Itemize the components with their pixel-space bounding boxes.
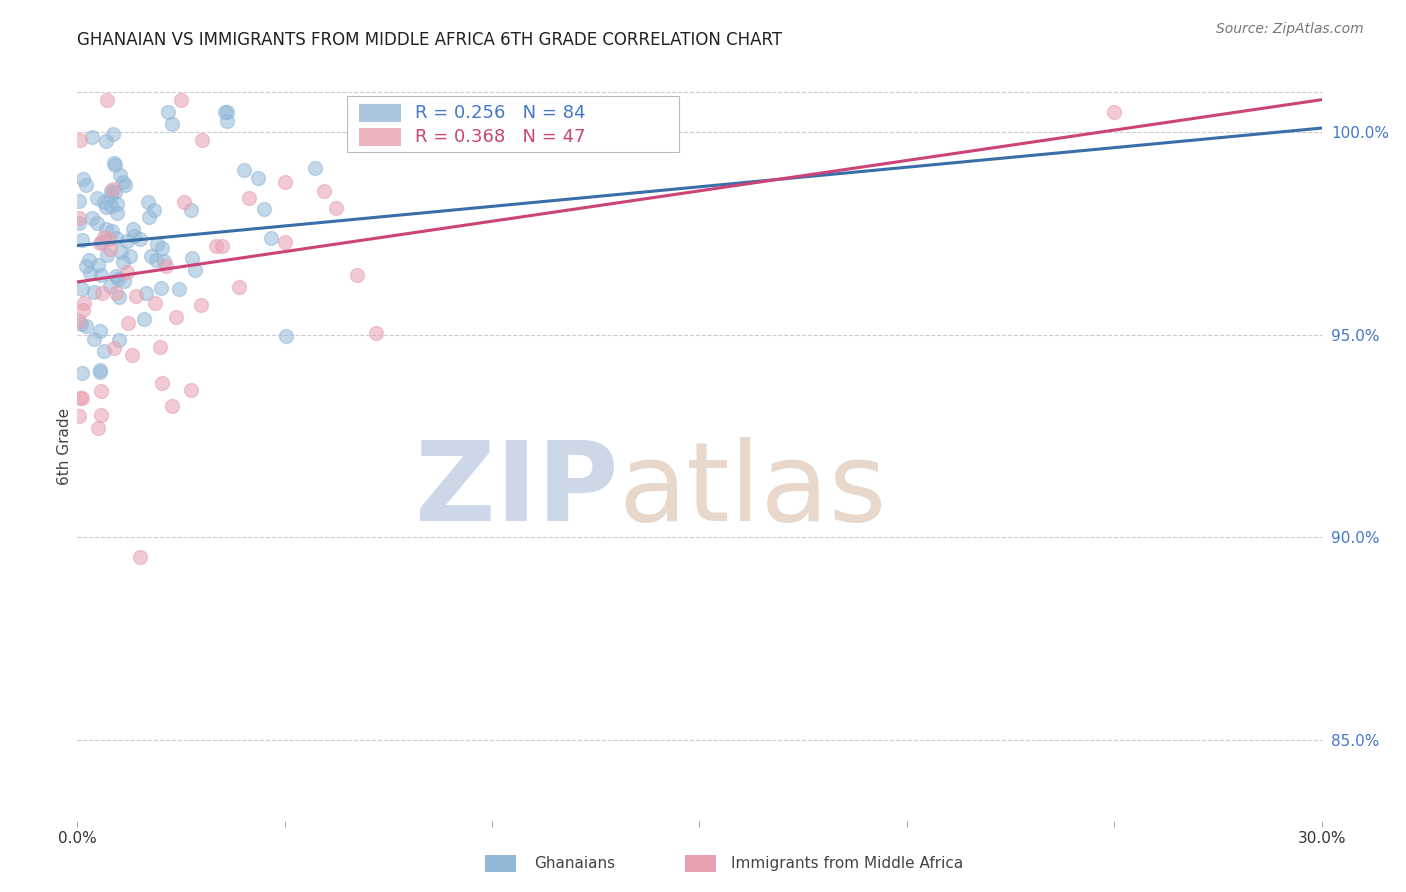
Text: Ghanaians: Ghanaians [534,856,616,871]
Text: GHANAIAN VS IMMIGRANTS FROM MIDDLE AFRICA 6TH GRADE CORRELATION CHART: GHANAIAN VS IMMIGRANTS FROM MIDDLE AFRIC… [77,31,783,49]
Text: R = 0.368   N = 47: R = 0.368 N = 47 [415,128,586,146]
Text: ZIP: ZIP [415,437,619,544]
Text: Source: ZipAtlas.com: Source: ZipAtlas.com [1216,22,1364,37]
FancyBboxPatch shape [360,103,401,122]
Text: R = 0.256   N = 84: R = 0.256 N = 84 [415,103,586,121]
FancyBboxPatch shape [347,95,679,153]
Y-axis label: 6th Grade: 6th Grade [56,408,72,484]
Text: Immigrants from Middle Africa: Immigrants from Middle Africa [731,856,963,871]
Text: atlas: atlas [619,437,887,544]
FancyBboxPatch shape [360,128,401,146]
